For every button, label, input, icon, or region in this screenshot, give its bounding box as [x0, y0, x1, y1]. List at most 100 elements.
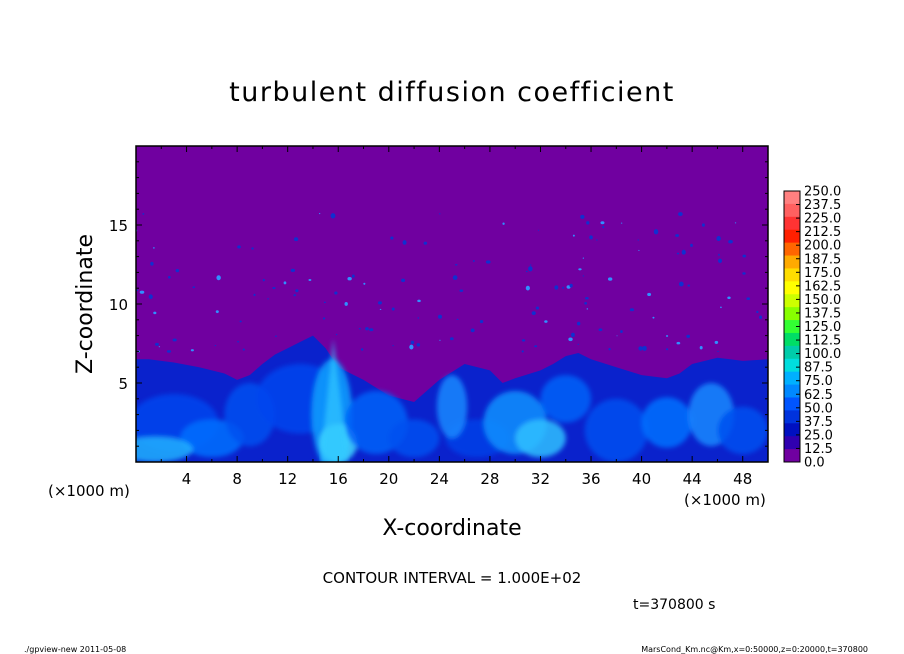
- turbulent-patch: [585, 297, 589, 300]
- turbulent-patch: [502, 222, 505, 225]
- turbulent-patch: [675, 234, 680, 237]
- turbulent-patch: [665, 335, 669, 337]
- turbulent-patch: [525, 285, 530, 291]
- turbulent-patch: [530, 264, 532, 266]
- turbulent-patch: [351, 274, 355, 278]
- x-unit-left: (×1000 m): [48, 482, 130, 500]
- turbulent-patch: [358, 328, 361, 330]
- turbulent-patch: [687, 284, 691, 287]
- x-tick-label: 24: [430, 470, 449, 488]
- turbulent-patch: [142, 213, 145, 215]
- turbulent-patch: [589, 235, 593, 240]
- turbulent-patch: [717, 350, 719, 352]
- colorbar-segment: [784, 410, 800, 424]
- turbulent-patch: [718, 258, 722, 263]
- turbulent-patch: [251, 247, 254, 250]
- turbulent-patch: [456, 318, 459, 320]
- turbulent-patch: [153, 247, 155, 249]
- turbulent-patch: [323, 301, 326, 304]
- turbulent-patch: [678, 212, 683, 217]
- turbulent-patch: [686, 334, 691, 338]
- turbulent-patch: [239, 320, 242, 323]
- turbulent-patch: [577, 343, 580, 345]
- x-tick-label: 20: [379, 470, 398, 488]
- colorbar-segment: [784, 436, 800, 450]
- turbulent-patch: [335, 333, 338, 336]
- turbulent-patch: [242, 348, 245, 351]
- turbulent-patch: [215, 310, 219, 314]
- turbulent-patch: [378, 301, 382, 305]
- turbulent-patch: [568, 337, 573, 342]
- turbulent-patch: [295, 289, 299, 293]
- colorbar-segment: [784, 397, 800, 411]
- x-tick-label: 40: [632, 470, 651, 488]
- colorbar-segment: [784, 294, 800, 308]
- turbulent-patch: [452, 275, 458, 280]
- turbulent-patch: [728, 240, 733, 244]
- colorbar-label: 250.0: [804, 185, 841, 200]
- colorbar-segment: [784, 320, 800, 334]
- turbulent-patch: [600, 221, 605, 225]
- y-tick-label: 5: [118, 375, 128, 393]
- turbulent-patch: [531, 311, 536, 316]
- turbulent-patch: [272, 287, 276, 289]
- turbulent-patch: [470, 328, 475, 333]
- eddy: [540, 375, 592, 423]
- colorbar-segment: [784, 384, 800, 398]
- colorbar-label: 175.0: [804, 266, 841, 281]
- colorbar-segment: [784, 423, 800, 437]
- y-tick-label: 15: [109, 217, 128, 235]
- turbulent-patch: [734, 222, 737, 224]
- eddy: [641, 397, 693, 448]
- turbulent-patch: [521, 350, 524, 353]
- turbulent-patch: [620, 330, 623, 333]
- turbulent-patch: [308, 279, 312, 281]
- turbulent-patch: [318, 213, 321, 215]
- turbulent-patch: [216, 275, 221, 281]
- contour-interval: CONTOUR INTERVAL = 1.000E+02: [323, 569, 582, 587]
- eddy: [717, 406, 768, 455]
- turbulent-patch: [253, 293, 256, 296]
- colorbar-segment: [784, 255, 800, 269]
- colorbar-label: 150.0: [804, 293, 841, 308]
- colorbar-segment: [784, 345, 800, 360]
- turbulent-patch: [665, 348, 669, 351]
- turbulent-patch: [578, 268, 582, 271]
- colorbar-label: 112.5: [804, 334, 841, 349]
- turbulent-patch: [391, 307, 395, 311]
- turbulent-patch: [409, 344, 414, 350]
- turbulent-patch: [586, 308, 588, 310]
- turbulent-patch: [334, 291, 338, 295]
- colorbar-segment: [784, 203, 800, 218]
- colorbar-segment: [784, 229, 800, 244]
- x-tick-label: 4: [182, 470, 192, 488]
- turbulent-patch: [293, 237, 299, 242]
- turbulent-patch: [602, 225, 605, 229]
- turbulent-patch: [369, 328, 374, 332]
- turbulent-patch: [586, 221, 590, 225]
- x-tick-label: 32: [531, 470, 550, 488]
- turbulent-patch: [525, 270, 528, 273]
- turbulent-patch: [702, 223, 705, 227]
- turbulent-patch: [544, 320, 548, 323]
- turbulent-patch: [472, 260, 475, 262]
- turbulent-patch: [676, 341, 681, 345]
- x-unit-right: (×1000 m): [684, 491, 766, 509]
- colorbar-label: 37.5: [804, 415, 833, 430]
- turbulent-patch: [676, 252, 680, 255]
- turbulent-patch: [528, 266, 533, 272]
- turbulent-patch: [214, 344, 217, 347]
- turbulent-patch: [155, 342, 159, 346]
- turbulent-patch: [150, 261, 154, 266]
- turbulent-patch: [267, 298, 269, 300]
- turbulent-patch: [290, 268, 296, 273]
- turbulent-patch: [322, 317, 326, 320]
- x-tick-label: 48: [733, 470, 752, 488]
- turbulent-patch: [139, 290, 145, 294]
- turbulent-patch: [190, 349, 194, 352]
- y-axis-label: Z-coordinate: [73, 234, 98, 374]
- turbulent-patch: [344, 301, 348, 306]
- turbulent-patch: [459, 289, 464, 292]
- turbulent-patch: [720, 306, 722, 309]
- turbulent-patch: [714, 340, 719, 345]
